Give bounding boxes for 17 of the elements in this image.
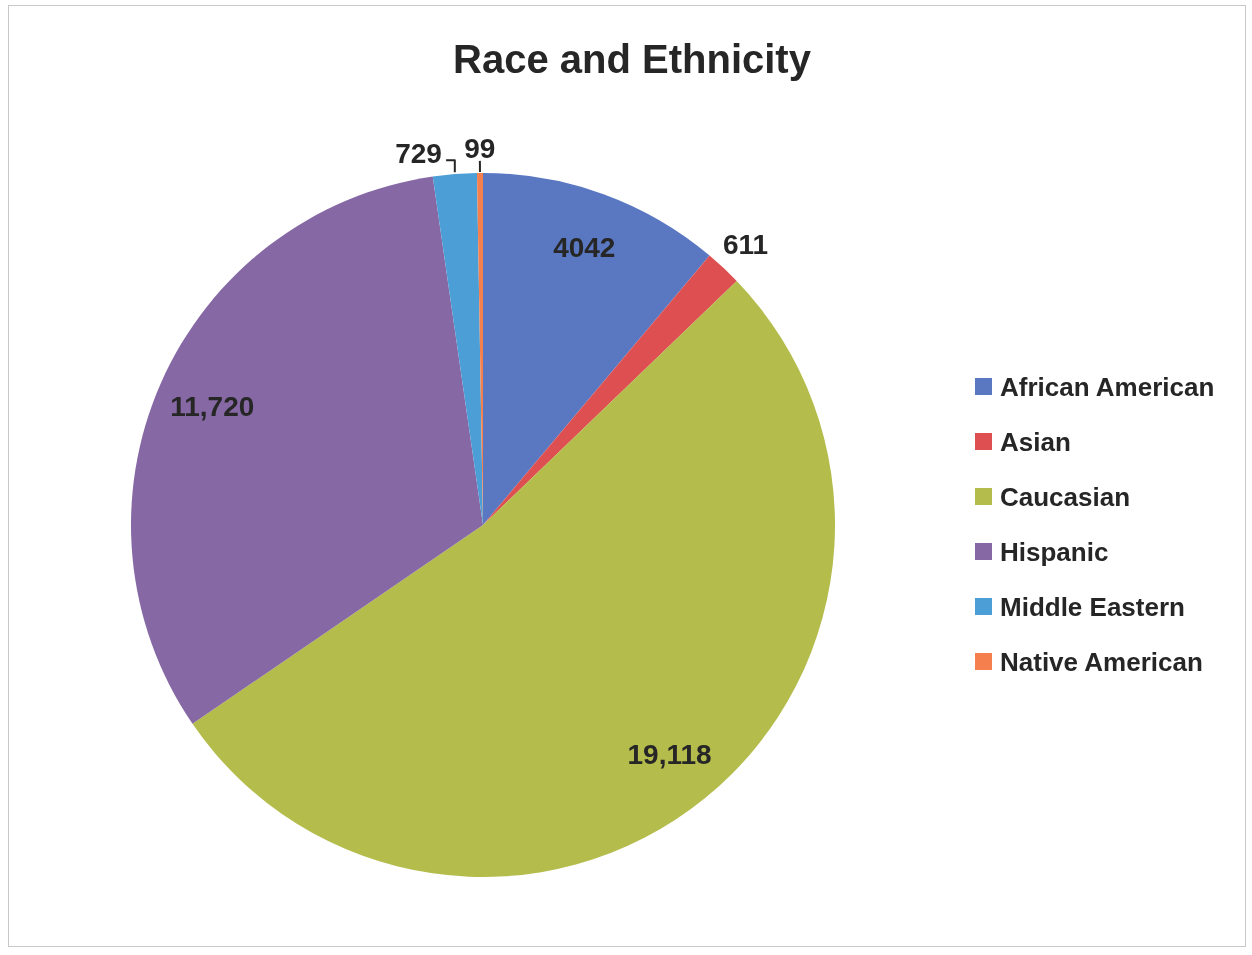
data-label: 19,118 xyxy=(627,738,712,770)
legend-label: Middle Eastern xyxy=(1000,591,1185,622)
pie-slice xyxy=(483,173,710,525)
legend-label: African American xyxy=(1000,371,1215,402)
legend-label: Asian xyxy=(1000,426,1071,457)
data-label: 4042 xyxy=(553,231,616,263)
legend-label: Native American xyxy=(1000,646,1203,677)
pie-slice xyxy=(432,173,483,525)
legend-label: Caucasian xyxy=(1000,481,1131,512)
data-label: 611 xyxy=(722,228,769,260)
chart-title: Race and Ethnicity xyxy=(452,36,812,83)
data-label: 99 xyxy=(464,132,496,164)
pie-slice xyxy=(131,176,483,724)
pie-slice xyxy=(483,255,737,525)
data-label: 11,720 xyxy=(170,390,255,422)
data-label: 729 xyxy=(395,137,442,169)
legend-label: Hispanic xyxy=(1000,536,1109,567)
